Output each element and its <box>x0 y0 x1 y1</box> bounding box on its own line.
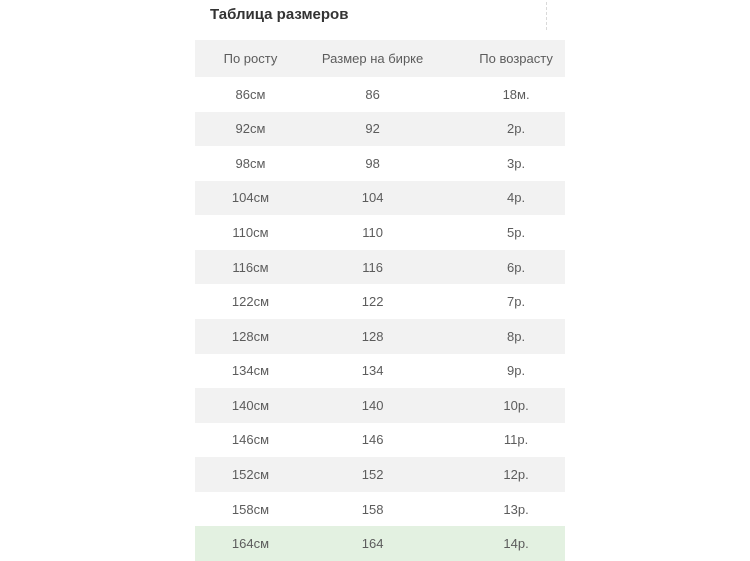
height-cell: 116см <box>232 259 269 275</box>
tag-size-cell: 164 <box>361 536 384 552</box>
column-header-height: По росту <box>223 51 278 66</box>
table-row: 86см 86 18м. <box>195 77 565 112</box>
tag-size-cell: 86 <box>365 86 380 102</box>
age-cell: 11р. <box>503 432 529 448</box>
table-header-row: По росту Размер на бирке По возрасту <box>195 40 565 77</box>
table-row: 122см 122 7р. <box>195 284 565 319</box>
table-row: 152см 152 12р. <box>195 457 565 492</box>
page-title: Таблица размеров <box>210 6 349 23</box>
age-cell: 4р. <box>507 190 526 206</box>
age-cell: 12р. <box>503 466 529 482</box>
height-cell: 146см <box>231 432 270 448</box>
age-cell: 7р. <box>507 294 526 310</box>
table-row: 164см 164 14р. <box>195 526 565 561</box>
tag-size-cell: 146 <box>361 432 384 448</box>
table-body: 86см 86 18м. 92см 92 2р. 98см 98 3р. 104см 104 4р. 1… <box>195 77 565 561</box>
column-header-tag-size: Размер на бирке <box>321 51 424 66</box>
tag-size-cell: 158 <box>361 501 384 517</box>
tag-size-cell: 128 <box>361 328 384 344</box>
table-row: 134см 134 9р. <box>195 354 565 389</box>
height-cell: 110см <box>232 225 269 241</box>
tag-size-cell: 92 <box>365 121 380 137</box>
age-cell: 8р. <box>507 328 526 344</box>
age-cell: 9р. <box>507 363 526 379</box>
height-cell: 98см <box>235 155 266 171</box>
tag-size-cell: 134 <box>361 363 384 379</box>
height-cell: 104см <box>231 190 270 206</box>
age-cell: 10р. <box>503 397 529 413</box>
table-row: 92см 92 2р. <box>195 111 565 147</box>
age-cell: 18м. <box>502 86 530 102</box>
height-cell: 86см <box>235 86 266 102</box>
table-row: 140см 140 10р. <box>195 388 565 423</box>
table-row: 116см 116 6р. <box>195 249 565 285</box>
table-row: 104см 104 4р. <box>195 180 565 216</box>
tag-size-cell: 140 <box>361 397 384 413</box>
table-row: 110см 110 5р. <box>195 215 565 250</box>
tag-size-cell: 104 <box>361 190 384 206</box>
table-row: 98см 98 3р. <box>195 146 565 181</box>
age-cell: 13р. <box>503 501 529 517</box>
age-cell: 2р. <box>507 121 526 137</box>
tag-size-cell: 110 <box>362 225 383 241</box>
column-header-age: По возрасту <box>479 51 553 66</box>
age-cell: 5р. <box>507 225 526 241</box>
age-cell: 14р. <box>503 536 529 552</box>
table-row: 158см 158 13р. <box>195 492 565 527</box>
height-cell: 92см <box>235 121 266 137</box>
height-cell: 122см <box>231 294 270 310</box>
height-cell: 134см <box>231 363 270 379</box>
age-cell: 3р. <box>507 155 526 171</box>
height-cell: 152см <box>231 466 270 482</box>
tag-size-cell: 116 <box>362 259 383 275</box>
height-cell: 128см <box>231 328 270 344</box>
size-table: По росту Размер на бирке По возрасту 86с… <box>195 40 565 561</box>
height-cell: 164см <box>231 536 270 552</box>
tag-size-cell: 152 <box>361 466 384 482</box>
height-cell: 140см <box>231 397 270 413</box>
height-cell: 158см <box>231 501 270 517</box>
table-row: 128см 128 8р. <box>195 318 565 354</box>
age-cell: 6р. <box>507 259 526 275</box>
dashed-cursor-artifact <box>546 2 547 30</box>
tag-size-cell: 122 <box>361 294 384 310</box>
table-row: 146см 146 11р. <box>195 423 565 458</box>
tag-size-cell: 98 <box>365 155 380 171</box>
